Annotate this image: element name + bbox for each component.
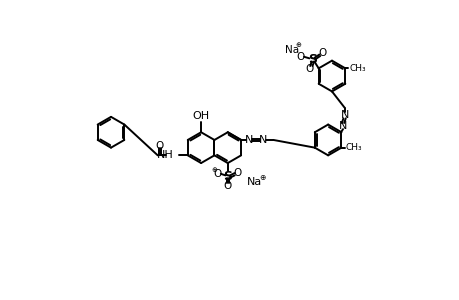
Text: O: O [233, 168, 241, 178]
Text: O: O [155, 141, 163, 151]
Text: Na: Na [284, 45, 298, 55]
Text: O: O [296, 52, 304, 62]
Text: O: O [318, 48, 326, 58]
Text: CH₃: CH₃ [348, 64, 365, 73]
Text: S: S [308, 52, 316, 66]
Text: N: N [258, 135, 266, 145]
Text: ⊕: ⊕ [211, 167, 216, 173]
Text: CH₃: CH₃ [345, 143, 361, 152]
Text: OH: OH [192, 112, 209, 122]
Text: ⊕: ⊕ [294, 42, 300, 48]
Text: Na: Na [246, 177, 262, 187]
Text: O: O [213, 169, 221, 179]
Text: N: N [340, 110, 348, 120]
Text: N: N [244, 135, 252, 145]
Text: NH: NH [157, 150, 174, 160]
Text: N: N [338, 121, 347, 131]
Text: O: O [223, 181, 231, 191]
Text: S: S [223, 169, 232, 183]
Text: O: O [305, 64, 313, 74]
Text: ⊕: ⊕ [259, 173, 265, 182]
